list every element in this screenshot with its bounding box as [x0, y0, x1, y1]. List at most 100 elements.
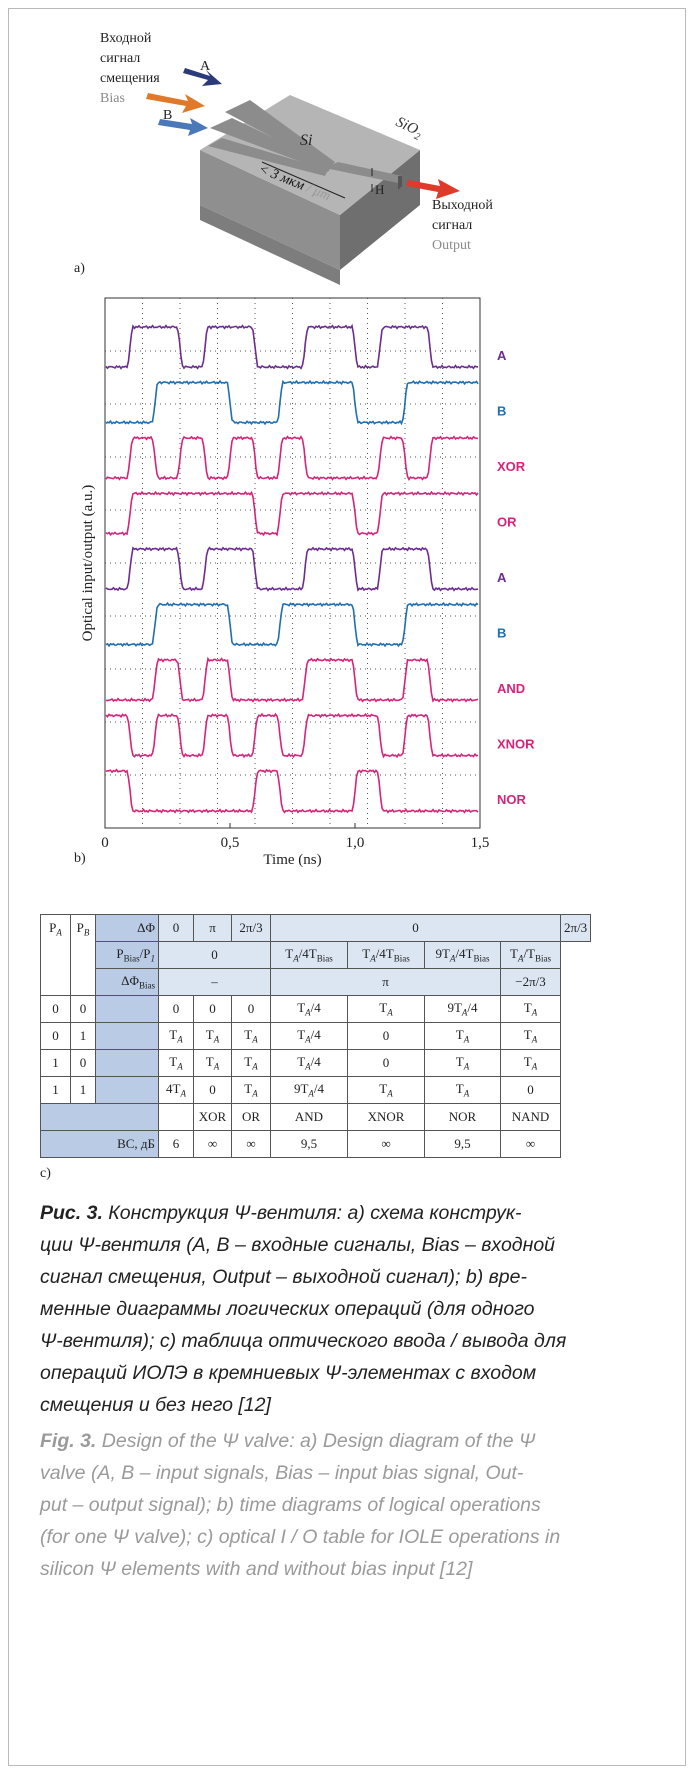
subscript: A — [531, 1034, 538, 1045]
table-cell: ВС, дБ — [40, 1130, 159, 1158]
table-cell: 0 — [231, 995, 271, 1023]
x-tick-label: 0,5 — [221, 835, 240, 851]
trace — [105, 712, 479, 759]
caption-line: Ψ-вентиля); c) таблица оптического ввода… — [40, 1330, 566, 1353]
caption-text: сигнал смещения, Output – выходной сигна… — [40, 1266, 527, 1288]
table-cell: NOR — [424, 1103, 501, 1131]
trace — [105, 323, 478, 370]
subscript: A — [449, 953, 456, 964]
table-cell: 9TA/4TBias — [424, 941, 501, 969]
subscript: A — [387, 1088, 393, 1099]
cell-text: /4T — [375, 946, 394, 962]
table-cell: TA — [500, 1022, 561, 1050]
cell-text: 4T — [166, 1081, 181, 1097]
table-cell: TA/4 — [270, 1022, 348, 1050]
cell-text: T — [362, 946, 371, 962]
cell-text: 1 — [79, 1082, 87, 1097]
trace-label: A — [497, 570, 507, 585]
table-cell: ΔΦBias — [95, 968, 159, 996]
subscript: Bias — [473, 953, 490, 964]
caption-text: Ψ-вентиля); c) таблица оптического ввода… — [40, 1330, 567, 1352]
cell-text: /4 — [310, 1054, 321, 1070]
table-cell-empty — [95, 1049, 159, 1077]
cell-text: 1 — [52, 1055, 59, 1070]
cell-text: T — [244, 1027, 253, 1043]
table-cell-empty — [95, 1022, 159, 1050]
caption-text: silicon Ψ elements with and without bias… — [40, 1558, 473, 1580]
table-cell: 0 — [40, 995, 71, 1023]
cell-text: 0 — [79, 1001, 87, 1016]
cell-text: T — [244, 1081, 253, 1097]
subscript: A — [531, 1007, 538, 1018]
table-cell: 9TA/4 — [424, 995, 501, 1023]
table-cell: PB — [70, 914, 96, 996]
table-cell: TA — [347, 995, 425, 1023]
output-label: сигнал — [432, 218, 472, 233]
trace — [105, 656, 479, 703]
subscript: Bias — [393, 953, 410, 964]
subscript: A — [463, 1088, 470, 1099]
trace-label: XNOR — [497, 737, 535, 752]
table-cell-empty — [95, 995, 159, 1023]
cell-text: T — [523, 1027, 532, 1043]
table-row: ΔΦBias – π −2π/3 — [41, 968, 591, 996]
cell-text: ∞ — [246, 1136, 256, 1151]
trace-label: B — [497, 626, 506, 641]
table-cell: XOR — [193, 1103, 232, 1131]
subscript: A — [252, 1088, 258, 1099]
caption-line: Fig. 3. Design of the Ψ valve: a) Design… — [40, 1430, 535, 1453]
table-cell: 0 — [347, 1022, 425, 1050]
cell-text: T — [169, 1054, 178, 1070]
table-cell: TA — [347, 1076, 425, 1104]
sio2-sub: 2 — [412, 131, 421, 143]
cell-text: /4 — [310, 1027, 321, 1043]
table-cell: NAND — [500, 1103, 561, 1131]
subscript: A — [177, 1061, 183, 1072]
x-axis-label: Time (ns) — [263, 852, 321, 868]
cell-text: T — [169, 1027, 178, 1043]
cell-text: T — [455, 1054, 464, 1070]
output-label: Выходной — [432, 198, 493, 213]
input-label: смещения — [100, 71, 160, 86]
subscript: A — [305, 1034, 311, 1045]
caption-text: Design of the Ψ valve: a) Design diagram… — [101, 1430, 536, 1452]
cell-text: 1 — [52, 1082, 59, 1097]
caption-line: сигнал смещения, Output – выходной сигна… — [40, 1266, 527, 1289]
table-cell: TA/TBias — [500, 941, 561, 969]
cell-text: 0 — [209, 1082, 216, 1097]
x-tick-label: 0 — [101, 835, 109, 851]
table-cell: 2π/3 — [559, 914, 592, 942]
table-cell: 0 — [270, 914, 561, 942]
x-tick-label: 1,0 — [346, 835, 365, 851]
trace-label: AND — [497, 681, 525, 696]
frame — [8, 8, 686, 1766]
output-en: Output — [432, 238, 471, 253]
caption-line: операций ИОЛЭ в кремниевых Ψ-элементах с… — [40, 1362, 536, 1385]
cell-text: NAND — [511, 1109, 550, 1124]
table-cell: ∞ — [347, 1130, 425, 1158]
caption-label: Fig. 3. — [40, 1430, 97, 1452]
cell-text: T — [509, 946, 518, 962]
sio2-label: SiO2 — [392, 114, 425, 143]
table-cell: 0 — [158, 995, 194, 1023]
cell-text: T — [285, 946, 294, 962]
caption-text: (for one Ψ valve); c) optical I / O tabl… — [40, 1526, 561, 1548]
table-cell: π — [270, 968, 501, 996]
cell-text: T — [297, 1027, 306, 1043]
cell-text: 2π/3 — [564, 920, 588, 935]
subscript: A — [531, 1061, 538, 1072]
table-cell: ∞ — [500, 1130, 561, 1158]
cell-text: P — [76, 920, 84, 935]
cell-text: 9T — [293, 1081, 309, 1097]
subscript: A — [56, 927, 62, 938]
table-row: 0 0 0 0 0 TA/4 TA 9TA/4 TA — [40, 995, 591, 1023]
table-cell: TA — [193, 1049, 232, 1077]
caption-line: valve (A, B – input signals, Bias – inpu… — [40, 1462, 523, 1485]
cell-text: T — [244, 1054, 253, 1070]
cell-text: 9T — [435, 946, 450, 962]
table-row: PBias/P1 0 TA/4TBias TA/4TBias 9TA/4TBias TA/… — [41, 941, 591, 969]
subscript: A — [517, 953, 524, 964]
caption-text: put – output signal); b) time diagrams o… — [40, 1494, 541, 1516]
subscript: A — [370, 953, 376, 964]
